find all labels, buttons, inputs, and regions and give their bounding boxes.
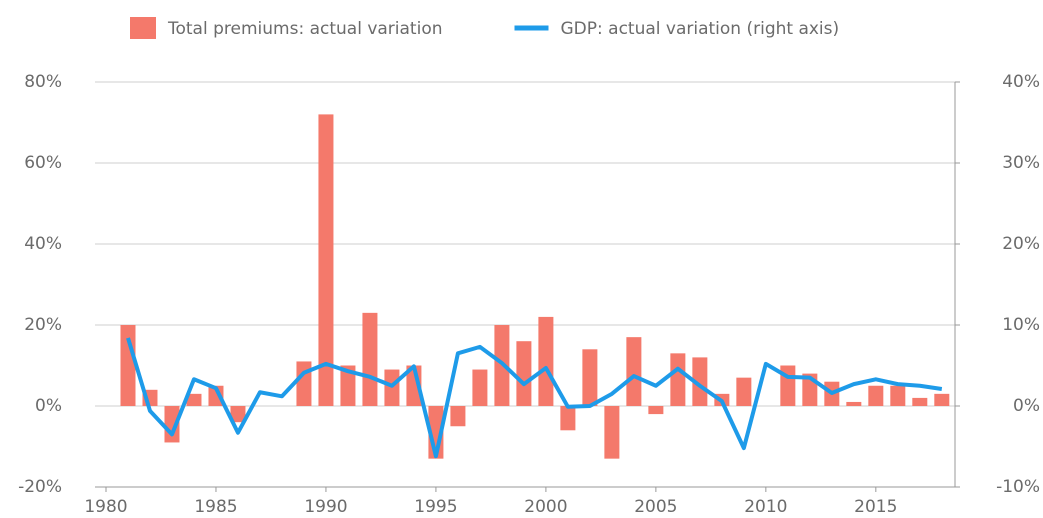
y-tick-label: 0% <box>35 396 62 416</box>
bar <box>450 406 466 427</box>
bar <box>384 369 400 406</box>
bar <box>582 349 598 406</box>
bar <box>868 385 884 406</box>
line <box>126 337 943 459</box>
x-tick-label: 1995 <box>414 497 457 517</box>
legend-label: GDP: actual variation (right axis) <box>561 19 840 39</box>
x-tick-label: 2010 <box>744 497 787 517</box>
bar <box>186 393 202 406</box>
bar <box>230 406 246 423</box>
bar <box>318 114 334 407</box>
legend-label: Total premiums: actual variation <box>167 19 443 39</box>
y2-tick-label: 30% <box>1002 153 1040 173</box>
y-tick-label: 20% <box>24 315 62 335</box>
y-tick-label: -20% <box>18 477 62 497</box>
bar <box>208 385 224 406</box>
bar <box>934 393 950 406</box>
bar <box>164 406 180 443</box>
y2-tick-label: 40% <box>1002 72 1040 92</box>
bar <box>538 316 554 406</box>
bar <box>362 312 378 406</box>
x-tick-label: 1980 <box>84 497 127 517</box>
bar <box>560 406 576 431</box>
y2-tick-label: 0% <box>1013 396 1040 416</box>
bar <box>604 406 620 459</box>
bar <box>890 385 906 406</box>
bar <box>296 361 312 406</box>
bar <box>648 406 664 415</box>
x-tick-label: 2005 <box>634 497 677 517</box>
x-tick-label: 1990 <box>304 497 347 517</box>
bar <box>736 377 752 406</box>
y-tick-label: 80% <box>24 72 62 92</box>
bar <box>670 353 686 406</box>
y-tick-label: 40% <box>24 234 62 254</box>
bar <box>340 365 356 406</box>
y-tick-label: 60% <box>24 153 62 173</box>
x-tick-label: 1985 <box>194 497 237 517</box>
bar <box>846 401 862 406</box>
bar <box>120 325 136 406</box>
bar <box>472 369 488 406</box>
x-tick-label: 2000 <box>524 497 567 517</box>
y2-tick-label: 20% <box>1002 234 1040 254</box>
bar <box>516 341 532 406</box>
y2-tick-label: 10% <box>1002 315 1040 335</box>
bar <box>626 337 642 406</box>
x-tick-label: 2015 <box>854 497 897 517</box>
bar <box>692 357 708 406</box>
legend-swatch <box>130 17 156 39</box>
bar <box>912 397 928 406</box>
y2-tick-label: -10% <box>996 477 1040 497</box>
